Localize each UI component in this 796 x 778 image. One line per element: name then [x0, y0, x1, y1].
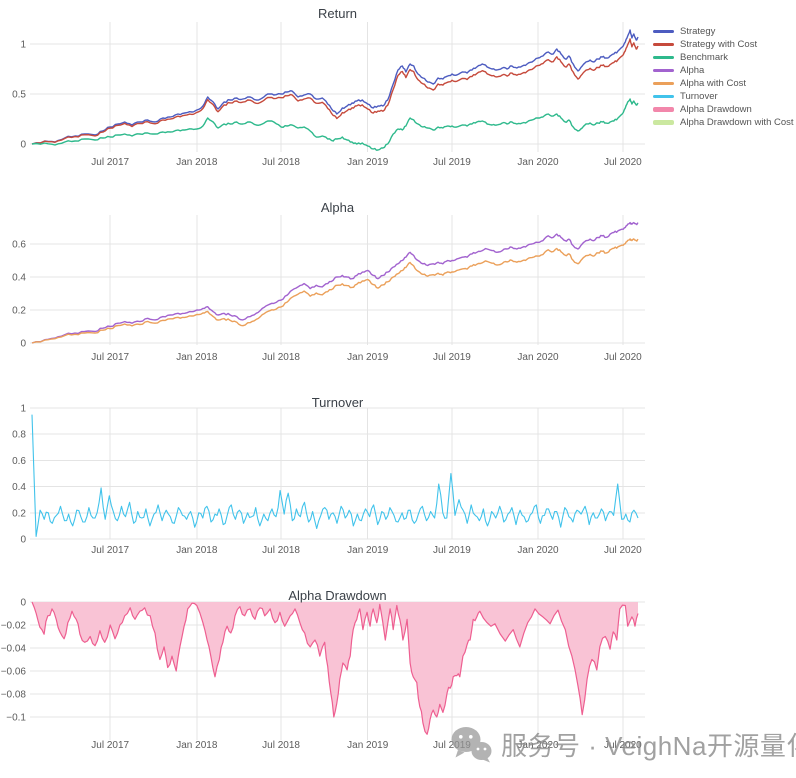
- y-tick-label: 0.6: [12, 456, 26, 467]
- series-line-alpha: [31, 221, 639, 344]
- drawdown-chart[interactable]: 0 −0.02 −0.04 −0.06 −0.08 −0.1 Jul 2017 Jan 201…: [0, 580, 796, 778]
- legend-label: Alpha Drawdown: [680, 104, 752, 115]
- panel-title-return: Return: [317, 6, 358, 21]
- x-tick-label: Jul 2020: [604, 157, 642, 168]
- turnover-chart[interactable]: 0 0.2 0.4 0.6 0.8 1 Jul 2017 Jan 2018 Jul 2018 Ja…: [0, 385, 796, 568]
- legend-item-alpha-drawdown-with-cost[interactable]: Alpha Drawdown with Cost: [653, 116, 795, 129]
- panel-alpha: Alpha 0 0.2 0.4 0.6 Jul 2017 Jan 2018 Jul 2018…: [0, 190, 796, 372]
- x-tick-label: Jan 2019: [347, 352, 389, 363]
- panel-title-drawdown: Alpha Drawdown: [288, 588, 387, 603]
- alpha-chart[interactable]: 0 0.2 0.4 0.6 Jul 2017 Jan 2018 Jul 2018 Jan 20…: [0, 190, 796, 372]
- y-tick-label: 0.4: [12, 482, 26, 493]
- y-tick-label: 0.2: [12, 508, 26, 519]
- x-tick-label: Jul 2017: [91, 157, 129, 168]
- y-tick-label: 0.8: [12, 430, 26, 441]
- legend-item-benchmark[interactable]: Benchmark: [653, 51, 795, 64]
- x-tick-label: Jul 2018: [262, 352, 300, 363]
- panel-title-turnover: Turnover: [311, 395, 364, 410]
- legend-label: Strategy: [680, 26, 716, 37]
- panel-turnover: Turnover 0 0.2 0.4 0.6 0.8 1 Jul 2017 Jan 2018 J…: [0, 385, 796, 568]
- x-tick-label: Jan 2020: [517, 545, 559, 556]
- y-tick-label: 0.4: [12, 273, 26, 284]
- x-tick-label: Jan 2018: [176, 352, 218, 363]
- legend-label: Alpha: [680, 65, 705, 76]
- x-tick-label: Jul 2020: [604, 740, 642, 751]
- legend-item-alpha-drawdown[interactable]: Alpha Drawdown: [653, 103, 795, 116]
- y-tick-label: 0.2: [12, 306, 26, 317]
- legend-label: Turnover: [680, 91, 718, 102]
- panel-drawdown: Alpha Drawdown 0 −0.02 −0.04 −0.06 −0.08 −0.1…: [0, 580, 796, 778]
- legend-item-strategy-with-cost[interactable]: Strategy with Cost: [653, 38, 795, 51]
- x-tick-label: Jan 2018: [176, 740, 218, 751]
- x-tick-label: Jul 2020: [604, 352, 642, 363]
- y-tick-label: −0.06: [1, 667, 27, 678]
- y-tick-label: −0.08: [1, 690, 27, 701]
- y-tick-label: −0.1: [6, 713, 26, 724]
- x-tick-label: Jan 2020: [517, 157, 559, 168]
- legend-swatch: [653, 82, 674, 85]
- x-tick-label: Jul 2018: [262, 157, 300, 168]
- y-tick-label: 1: [20, 404, 26, 415]
- series-line-alpha-drawdown: [31, 601, 639, 735]
- x-tick-label: Jul 2018: [262, 740, 300, 751]
- legend-swatch: [653, 69, 674, 72]
- legend-label: Benchmark: [680, 52, 729, 63]
- legend-item-strategy[interactable]: Strategy: [653, 25, 795, 38]
- x-tick-label: Jul 2017: [91, 740, 129, 751]
- x-tick-label: Jul 2019: [433, 545, 471, 556]
- panel-title-alpha: Alpha: [320, 200, 355, 215]
- legend-swatch: [653, 56, 674, 59]
- series-line-turnover: [31, 414, 639, 537]
- legend-swatch: [653, 30, 674, 33]
- legend-label: Alpha Drawdown with Cost: [680, 117, 794, 128]
- legend-label: Alpha with Cost: [680, 78, 747, 89]
- x-tick-label: Jan 2019: [347, 740, 389, 751]
- x-tick-label: Jan 2020: [517, 740, 559, 751]
- legend-item-alpha-with-cost[interactable]: Alpha with Cost: [653, 77, 795, 90]
- x-tick-label: Jan 2019: [347, 545, 389, 556]
- series-line-alpha-with-cost: [31, 238, 639, 344]
- legend-swatch: [653, 120, 674, 125]
- legend-swatch: [653, 95, 674, 98]
- y-tick-label: 0: [20, 598, 26, 609]
- y-tick-label: 0: [20, 339, 26, 350]
- return-chart[interactable]: 0 0.5 1 Jul 2017 Jan 2018 Jul 2018 Jan 2019 Jul…: [0, 0, 796, 178]
- x-tick-label: Jul 2018: [262, 545, 300, 556]
- legend-swatch: [653, 107, 674, 112]
- legend: Strategy Strategy with Cost Benchmark Alpha…: [653, 25, 795, 129]
- y-tick-label: −0.04: [1, 644, 27, 655]
- x-tick-label: Jul 2019: [433, 157, 471, 168]
- y-tick-label: 0: [20, 140, 26, 151]
- legend-swatch: [653, 43, 674, 46]
- series-area-alpha-drawdown: [32, 602, 638, 735]
- series-line-benchmark: [31, 98, 639, 151]
- x-tick-label: Jul 2020: [604, 545, 642, 556]
- x-tick-label: Jan 2019: [347, 157, 389, 168]
- y-tick-label: 1: [20, 40, 26, 51]
- y-tick-label: 0.5: [12, 90, 26, 101]
- series-line-strategy-with-cost: [31, 38, 639, 145]
- x-tick-label: Jan 2020: [517, 352, 559, 363]
- panel-return: Return 0 0.5 1 Jul 2017 Jan 2018 Jul 2018 Jan …: [0, 0, 796, 178]
- legend-item-turnover[interactable]: Turnover: [653, 90, 795, 103]
- x-tick-label: Jul 2017: [91, 352, 129, 363]
- y-tick-label: 0: [20, 535, 26, 546]
- y-tick-label: 0.6: [12, 240, 26, 251]
- x-tick-label: Jul 2019: [433, 740, 471, 751]
- x-tick-label: Jan 2018: [176, 545, 218, 556]
- legend-label: Strategy with Cost: [680, 39, 758, 50]
- x-tick-label: Jul 2017: [91, 545, 129, 556]
- x-tick-label: Jul 2019: [433, 352, 471, 363]
- legend-item-alpha[interactable]: Alpha: [653, 64, 795, 77]
- x-tick-label: Jan 2018: [176, 157, 218, 168]
- series-line-strategy: [31, 29, 639, 145]
- y-tick-label: −0.02: [1, 621, 27, 632]
